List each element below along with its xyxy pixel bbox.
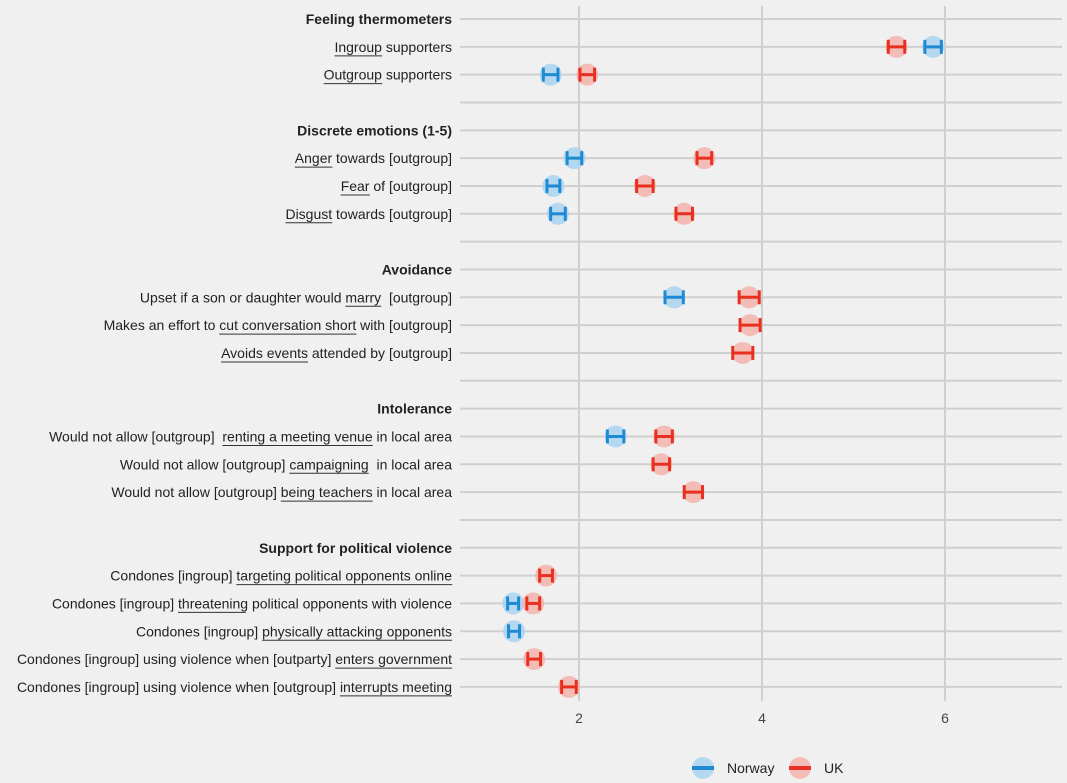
point-uk: [693, 147, 716, 170]
point-norway: [563, 147, 586, 170]
point-norway: [663, 286, 686, 309]
row-label: Disgust towards [outgroup]: [285, 206, 452, 222]
row-label: Outgroup supporters: [324, 67, 452, 83]
point-uk: [682, 481, 705, 504]
x-axis-ticks: 2 4 6: [575, 710, 949, 726]
grid-lines: [460, 6, 1062, 701]
legend-label: UK: [824, 760, 844, 776]
section-label: Avoidance: [382, 261, 452, 277]
row-label: Would not allow [outgroup] campaigning i…: [120, 456, 452, 472]
row-label: Anger towards [outgroup]: [295, 150, 452, 166]
point-uk: [673, 202, 696, 225]
row-label: Fear of [outgroup]: [341, 178, 452, 194]
row-label: Would not allow [outgroup] renting a mee…: [49, 428, 452, 444]
point-uk: [535, 564, 558, 587]
x-tick-label: 6: [941, 710, 949, 726]
point-uk: [650, 453, 673, 476]
point-uk: [737, 286, 761, 309]
row-label: Makes an effort to cut conversation shor…: [104, 317, 452, 333]
point-norway: [542, 174, 565, 197]
point-uk: [557, 675, 580, 698]
point-uk: [731, 341, 755, 364]
row-label: Avoids events attended by [outgroup]: [221, 345, 452, 361]
point-uk: [522, 592, 545, 615]
row-label: Condones [ingroup] targeting political o…: [110, 568, 452, 584]
data-marks: [502, 35, 945, 698]
x-tick-label: 2: [575, 710, 583, 726]
point-uk: [576, 63, 599, 86]
row-label: Condones [ingroup] using violence when […: [17, 651, 452, 667]
legend-label: Norway: [727, 760, 774, 776]
row-label: Condones [ingroup] threatening political…: [52, 595, 452, 611]
x-tick-label: 4: [758, 710, 766, 726]
legend: Norway UK: [692, 757, 844, 779]
point-uk: [523, 648, 546, 671]
section-label: Support for political violence: [259, 540, 452, 556]
legend-entry-uk: UK: [789, 757, 844, 779]
point-uk: [633, 174, 656, 197]
point-norway: [604, 425, 627, 448]
row-label: Would not allow [outgroup] being teacher…: [111, 484, 452, 500]
row-label: Condones [ingroup] using violence when […: [17, 679, 452, 695]
row-labels: Feeling thermometers Ingroup supporters Ou…: [17, 11, 452, 697]
point-norway: [502, 592, 525, 615]
point-norway: [539, 63, 562, 86]
section-label: Discrete emotions (1-5): [297, 122, 452, 138]
point-uk: [738, 314, 762, 337]
row-label: Ingroup supporters: [334, 39, 452, 55]
point-norway: [922, 35, 945, 58]
point-uk: [653, 425, 676, 448]
point-uk: [885, 35, 908, 58]
point-norway: [546, 202, 569, 225]
row-label: Upset if a son or daughter would marry […: [140, 289, 452, 305]
legend-entry-norway: Norway: [692, 757, 774, 779]
point-norway: [503, 620, 526, 643]
section-label: Intolerance: [377, 401, 452, 417]
section-label: Feeling thermometers: [306, 11, 452, 27]
row-label: Condones [ingroup] physically attacking …: [136, 623, 452, 639]
